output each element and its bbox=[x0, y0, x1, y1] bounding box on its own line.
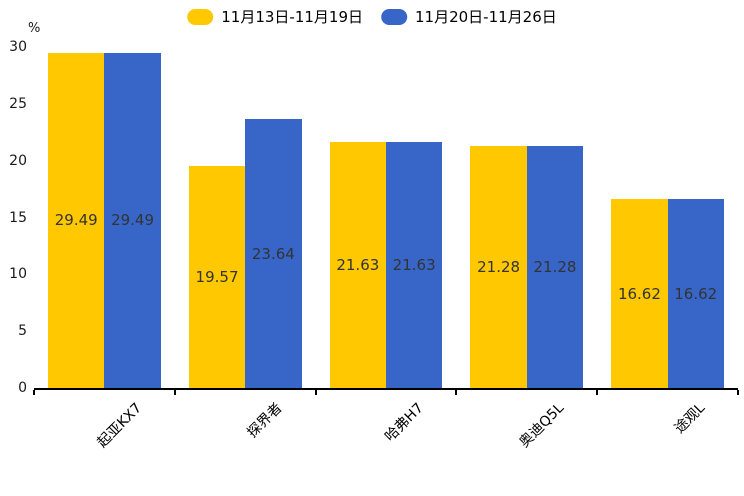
bar-value-label: 16.62 bbox=[674, 284, 718, 303]
bar-value-label: 29.49 bbox=[111, 211, 155, 230]
y-tick-label-20: 20 bbox=[9, 152, 27, 169]
bar-series-1-奥迪Q5L bbox=[470, 146, 527, 388]
legend-item-series-2: 11月20日-11月26日 bbox=[381, 8, 557, 26]
x-axis-tick bbox=[596, 390, 599, 395]
bar-series-2-途观L bbox=[667, 199, 724, 388]
bar-series-1-途观L bbox=[611, 199, 668, 388]
y-tick-label-10: 10 bbox=[9, 266, 27, 283]
bar-series-2-奥迪Q5L bbox=[526, 146, 584, 388]
x-category-label-奥迪Q5L: 奥迪Q5L bbox=[516, 400, 568, 451]
bar-value-label: 29.49 bbox=[54, 211, 98, 230]
bar-series-2-探界者 bbox=[245, 119, 302, 388]
legend-swatch-icon bbox=[381, 9, 407, 25]
bar-series-1-起亚KX7 bbox=[48, 52, 105, 388]
bar-value-label: 21.63 bbox=[336, 256, 380, 275]
x-axis-tick bbox=[173, 390, 176, 395]
y-tick-label-25: 25 bbox=[9, 95, 27, 112]
x-axis-tick bbox=[314, 390, 317, 395]
legend-label: 11月13日-11月19日 bbox=[221, 8, 363, 26]
y-tick-label-30: 30 bbox=[9, 39, 27, 55]
bar-value-label: 16.62 bbox=[617, 284, 661, 303]
y-tick-label-15: 15 bbox=[9, 209, 27, 226]
x-category-label-探界者: 探界者 bbox=[244, 400, 286, 442]
chart-legend: 11月13日-11月19日 11月20日-11月26日 bbox=[187, 8, 557, 26]
bar-series-2-哈弗H7 bbox=[386, 142, 443, 388]
bar-series-1-哈弗H7 bbox=[329, 142, 386, 388]
bar-series-1-探界者 bbox=[188, 165, 246, 388]
bar-value-label: 19.57 bbox=[195, 267, 239, 286]
x-axis-line bbox=[34, 388, 738, 390]
y-axis-unit-label: % bbox=[28, 21, 41, 36]
bar-value-label: 21.63 bbox=[392, 256, 436, 275]
x-category-label-起亚KX7: 起亚KX7 bbox=[94, 400, 145, 451]
x-axis-tick bbox=[455, 390, 458, 395]
y-tick-label-0: 0 bbox=[18, 380, 27, 396]
x-axis-tick bbox=[737, 390, 739, 395]
bar-value-label: 23.64 bbox=[251, 244, 295, 263]
legend-label: 11月20日-11月26日 bbox=[415, 8, 557, 26]
legend-item-series-1: 11月13日-11月19日 bbox=[187, 8, 363, 26]
x-axis-tick bbox=[33, 390, 35, 395]
x-category-label-哈弗H7: 哈弗H7 bbox=[381, 400, 427, 445]
x-category-label-途观L: 途观L bbox=[671, 400, 709, 437]
bar-value-label: 21.28 bbox=[477, 258, 521, 277]
y-tick-label-5: 5 bbox=[18, 323, 27, 340]
legend-swatch-icon bbox=[187, 9, 214, 25]
bar-series-2-起亚KX7 bbox=[104, 52, 161, 388]
bar-value-label: 21.28 bbox=[533, 258, 577, 277]
